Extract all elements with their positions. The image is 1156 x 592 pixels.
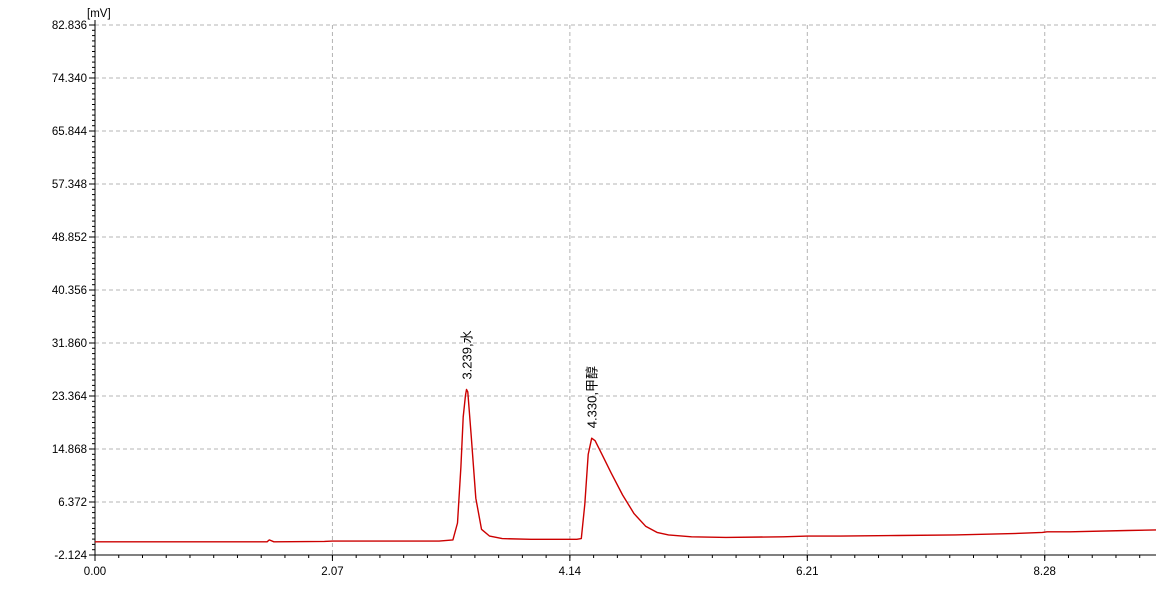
y-tick-label: 40.356 — [52, 285, 87, 297]
y-tick-label: 48.852 — [52, 232, 87, 244]
y-tick-label: 23.364 — [52, 391, 88, 403]
x-tick-label: 0.00 — [84, 566, 106, 578]
y-tick-label: 82.836 — [52, 20, 87, 32]
y-unit-label: [mV] — [87, 8, 111, 20]
y-tick-label: 57.348 — [52, 179, 87, 191]
axis-layer: 82.836 74.340 65.844 57.348 48.852 40.356 31.8… — [52, 8, 1156, 578]
peak-label: 3.239,水 — [460, 330, 475, 379]
x-tick-label: 8.28 — [1034, 566, 1056, 578]
y-tick-label: 65.844 — [52, 126, 88, 138]
peak-label: 4.330,甲醇 — [585, 366, 600, 428]
y-tick-label: 74.340 — [52, 73, 87, 85]
label-layer: 3.239,水 4.330,甲醇 — [460, 330, 600, 428]
series-layer — [95, 388, 1156, 543]
signal-trace — [95, 388, 1156, 543]
y-tick-label: 6.372 — [58, 497, 87, 509]
y-tick-label: 14.868 — [52, 444, 87, 456]
grid-layer — [95, 24, 1156, 555]
x-tick-label: 6.21 — [796, 566, 818, 578]
y-tick-label: 31.860 — [52, 338, 87, 350]
x-tick-label: 4.14 — [559, 566, 582, 578]
x-tick-label: 2.07 — [321, 566, 343, 578]
y-tick-label: -2.124 — [54, 550, 87, 562]
